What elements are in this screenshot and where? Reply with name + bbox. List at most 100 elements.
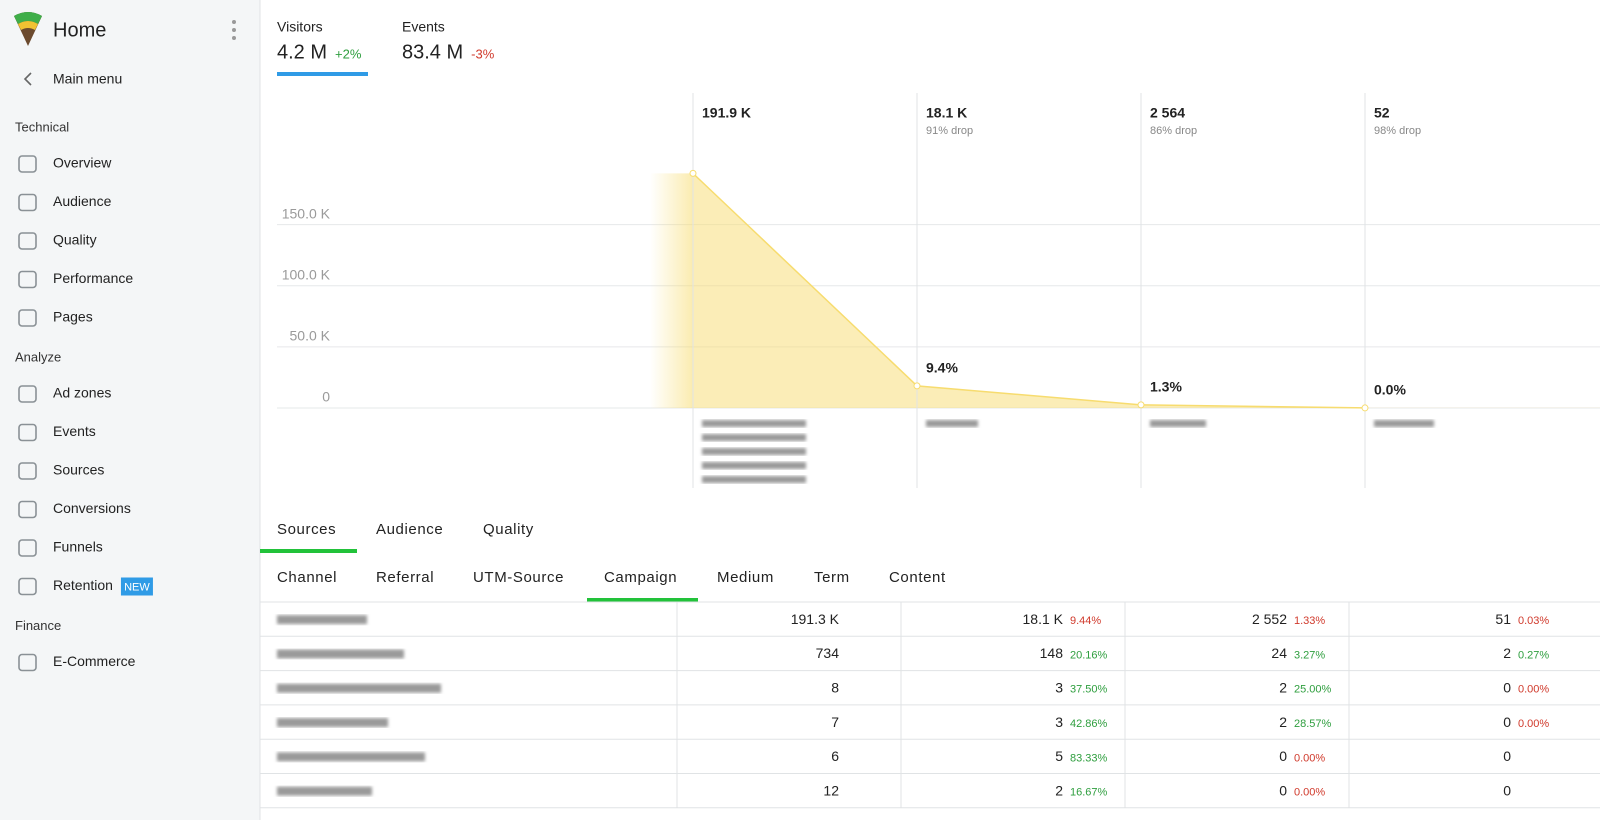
cell-count: 3 xyxy=(1055,714,1063,730)
nav-item[interactable]: Pages xyxy=(53,309,93,325)
nav-section: Technical xyxy=(15,119,69,134)
kpi-change: +2% xyxy=(335,46,362,61)
nav: Technical Overview Audience Quality Performa… xyxy=(15,119,153,672)
step-point xyxy=(913,382,921,390)
subtab[interactable]: Medium xyxy=(717,569,774,586)
row-name-redacted xyxy=(277,718,388,728)
nav-icon xyxy=(18,653,37,672)
sidebar-title: Home xyxy=(53,19,106,41)
cell-count: 2 552 xyxy=(1252,611,1287,627)
tab[interactable]: Audience xyxy=(376,521,443,538)
step-point xyxy=(1137,401,1145,409)
nav-icon xyxy=(18,423,37,442)
kpi-value[interactable]: 4.2 M xyxy=(277,41,327,63)
cell-pct: 0.00% xyxy=(1518,684,1549,696)
nav-icon xyxy=(18,462,37,480)
cell-pct: 0.27% xyxy=(1518,649,1549,661)
kpi-label[interactable]: Events xyxy=(402,19,445,35)
row-name-redacted xyxy=(277,683,441,693)
back-icon xyxy=(23,72,32,86)
main: Visitors 4.2 M +2% Events 83.4 M -3% 0 50.0 K 10… xyxy=(260,19,1600,809)
kpi-label[interactable]: Visitors xyxy=(277,19,323,35)
y-tick-label: 150.0 K xyxy=(282,205,331,221)
step-name-redacted xyxy=(702,434,806,441)
cell-pct: 28.57% xyxy=(1294,718,1332,730)
subtab[interactable]: Campaign xyxy=(604,569,677,586)
nav-icon xyxy=(18,193,37,212)
nav-item[interactable]: Quality xyxy=(53,232,97,248)
nav-item[interactable]: Audience xyxy=(53,193,112,209)
tab-underline xyxy=(260,549,357,553)
nav-icon xyxy=(18,385,37,403)
more-menu[interactable] xyxy=(232,20,236,40)
step-drop: 91% drop xyxy=(926,125,973,137)
nav-icon xyxy=(18,309,37,327)
nav-section: Analyze xyxy=(15,349,61,364)
subtab[interactable]: UTM-Source xyxy=(473,569,564,586)
cell-count: 3 xyxy=(1055,679,1063,695)
nav-item[interactable]: E-Commerce xyxy=(53,653,136,669)
cell-pct: 0.00% xyxy=(1294,752,1325,764)
cell-count: 8 xyxy=(831,679,839,695)
step-drop: 98% drop xyxy=(1374,125,1421,137)
cell-count: 2 xyxy=(1279,679,1287,695)
cell-count: 0 xyxy=(1279,748,1287,764)
row-name-redacted xyxy=(277,649,404,659)
cell-pct: 0.00% xyxy=(1294,787,1325,799)
step-value: 2 564 xyxy=(1150,105,1185,121)
y-tick-label: 0 xyxy=(322,389,330,405)
nav-icon xyxy=(18,577,37,596)
step-name-redacted xyxy=(702,476,806,483)
nav-icon xyxy=(18,270,37,289)
row-name-redacted xyxy=(277,752,425,762)
step-drop: 86% drop xyxy=(1150,125,1197,137)
nav-icon xyxy=(18,539,37,557)
nav-icon xyxy=(18,155,37,173)
step-name-redacted xyxy=(1374,420,1434,427)
cell-count: 7 xyxy=(831,714,839,730)
nav-item[interactable]: Conversions xyxy=(53,500,131,516)
subtab[interactable]: Referral xyxy=(376,569,434,586)
back-link[interactable]: Main menu xyxy=(53,71,122,87)
badge: NEW xyxy=(124,581,150,593)
nav-icon xyxy=(18,500,37,519)
nav-section: Finance xyxy=(15,618,61,633)
cell-count: 2 xyxy=(1055,782,1063,798)
cell-count: 148 xyxy=(1040,645,1064,661)
step-name-redacted xyxy=(702,448,806,455)
nav-item[interactable]: Ad zones xyxy=(53,385,111,401)
logo xyxy=(14,12,42,46)
tab[interactable]: Sources xyxy=(277,521,336,538)
nav-item[interactable]: Funnels xyxy=(53,539,103,555)
nav-item[interactable]: Sources xyxy=(53,462,104,478)
cell-pct: 42.86% xyxy=(1070,718,1108,730)
cell-pct: 1.33% xyxy=(1294,615,1325,627)
step-name-redacted xyxy=(702,462,806,469)
row-name-redacted xyxy=(277,615,367,625)
subtab[interactable]: Term xyxy=(814,569,850,586)
cell-count: 51 xyxy=(1495,611,1511,627)
y-tick-label: 50.0 K xyxy=(290,328,331,344)
step-rate: 0.0% xyxy=(1374,382,1406,398)
nav-item[interactable]: Events xyxy=(53,423,96,439)
step-point xyxy=(1361,404,1369,412)
cell-count: 0 xyxy=(1503,679,1511,695)
nav-item[interactable]: Performance xyxy=(53,270,133,286)
step-value: 52 xyxy=(1374,105,1390,121)
nav-icon xyxy=(18,232,37,250)
cell-count: 0 xyxy=(1503,714,1511,730)
funnel-area xyxy=(693,173,1600,408)
cell-count: 12 xyxy=(823,782,839,798)
cell-count: 0 xyxy=(1279,782,1287,798)
subtab[interactable]: Content xyxy=(889,569,946,586)
nav-item[interactable]: Overview xyxy=(53,155,112,171)
subtab[interactable]: Channel xyxy=(277,569,337,586)
cell-count: 0 xyxy=(1503,782,1511,798)
row-name-redacted xyxy=(277,786,372,796)
nav-item[interactable]: Retention xyxy=(53,577,113,593)
tab[interactable]: Quality xyxy=(483,521,534,538)
cell-pct: 9.44% xyxy=(1070,615,1101,627)
kpi-value[interactable]: 83.4 M xyxy=(402,41,463,63)
step-name-redacted xyxy=(926,420,978,427)
